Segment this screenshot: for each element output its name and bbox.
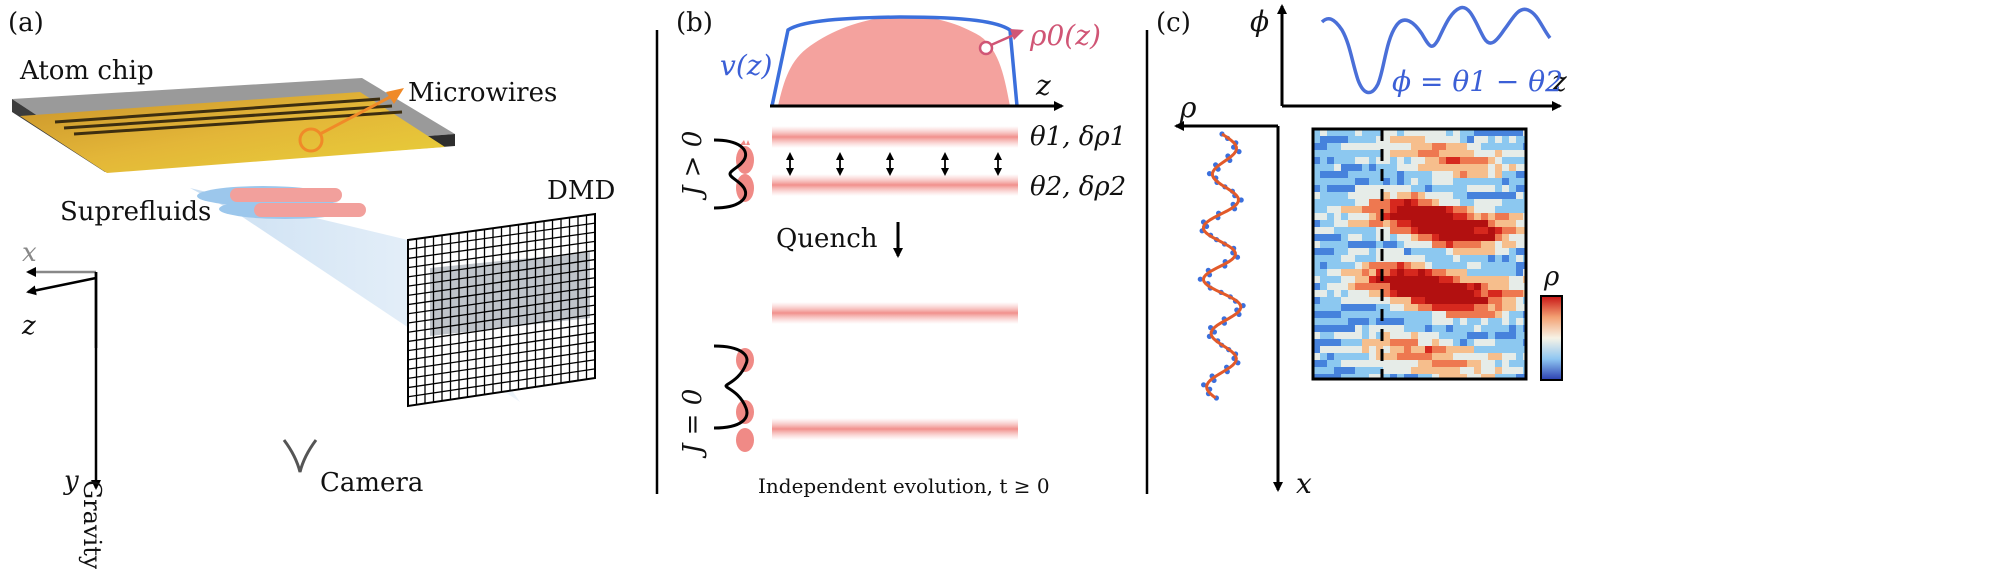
density-profile-curve [1197,131,1246,401]
phase-equation-label: ϕ = θ1 − θ2 [1392,65,1563,98]
independent-evolution-label: Independent evolution, t ≥ 0 [758,474,1050,498]
axis-y-label: y [64,466,79,496]
theta1-label: θ1, δρ1 [1030,122,1127,152]
camera-icon [282,439,318,473]
density-profile-axes [1174,121,1283,492]
quench-label: Quench [776,224,878,254]
phi-axis-label: ϕ [1250,5,1270,38]
interference-heatmap [1311,127,1528,381]
j-zero-label: J = 0 [678,388,708,454]
theta2-label: θ2, δρ2 [1030,172,1127,202]
tunnel-coupling-arrows [786,152,1002,176]
colorbar-label: ρ [1544,262,1560,292]
gravity-label: Gravity [78,480,106,569]
microwires-pointer [298,88,404,153]
phase-plot [1277,4,1562,111]
axis-x-label: x [22,238,37,268]
dmd-beam [190,188,520,402]
atom-chip-label: Atom chip [20,56,154,86]
panel-label-c: (c) [1156,8,1191,38]
panel-label-b: (b) [676,8,713,38]
figure-canvas [12,4,1563,494]
colorbar [1540,295,1563,381]
panel-label-a: (a) [8,8,44,38]
coordinate-axes [26,267,101,490]
j-positive-label: J > 0 [678,130,708,196]
rho0-label: ρ0(z) [1030,19,1101,52]
double-well-potential-decoupled [713,344,754,452]
phase-curve [1320,5,1552,95]
double-well-stripes [772,126,1018,440]
microwire-lines [54,97,403,136]
dmd-label: DMD [547,176,616,206]
dmd-grid [407,212,596,408]
z-axis-label-c: z [1552,65,1567,98]
double-well-potential-coupled [713,138,754,210]
x-axis-label-c: x [1296,467,1312,500]
density-profile-plot [770,15,1064,111]
rho-axis-label: ρ [1180,91,1197,124]
v-z-label: v(z) [720,49,773,82]
atom-chip-illustration [12,78,455,173]
z-axis-label-b: z [1036,69,1051,102]
axis-z-label: z [22,311,36,341]
camera-label: Camera [320,468,424,498]
microwires-label: Microwires [408,78,558,108]
superfluid-clouds [197,186,366,219]
superfluids-label: Suprefluids [60,197,212,227]
